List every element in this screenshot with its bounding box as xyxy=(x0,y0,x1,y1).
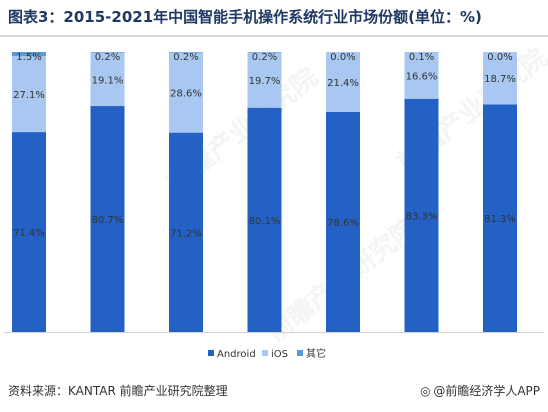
data-label-other: 0.2% xyxy=(252,52,277,63)
data-label-android: 80.1% xyxy=(249,216,281,227)
legend-swatch-android xyxy=(208,350,214,356)
data-label-ios: 28.6% xyxy=(170,89,202,100)
data-label-other: 1.5% xyxy=(16,52,41,63)
data-label-android: 71.2% xyxy=(170,228,202,239)
legend-swatch-other xyxy=(297,350,303,356)
bar-ios xyxy=(483,52,517,105)
bar-ios xyxy=(247,52,282,108)
data-label-other: 0.1% xyxy=(409,52,434,63)
bar-ios xyxy=(90,52,125,107)
stacked-bar-chart: 71.4% 27.1% 1.5% 80.7% 19.1% 0.2% 71.2% 28.6% 0.… xyxy=(4,52,544,360)
chart-title: 图表3：2015-2021年中国智能手机操作系统行业市场份额(单位：%) xyxy=(8,8,482,26)
title-divider xyxy=(0,35,548,37)
source-note: 资料来源：KANTAR 前瞻产业研究院整理 xyxy=(8,384,228,398)
legend-label-other: 其它 xyxy=(306,347,326,360)
brand-icon: ◎ xyxy=(420,384,431,398)
bar-android xyxy=(326,111,360,332)
legend-label-ios: iOS xyxy=(271,349,288,360)
data-label-other: 0.2% xyxy=(173,52,198,63)
data-label-android: 83.3% xyxy=(406,211,438,222)
bar-android xyxy=(169,132,203,332)
data-label-other: 0.2% xyxy=(95,52,120,63)
legend-swatch-ios xyxy=(262,350,268,356)
data-label-ios: 18.7% xyxy=(484,74,516,85)
data-label-ios: 16.6% xyxy=(406,72,438,83)
bar-android xyxy=(483,104,517,332)
data-label-other: 0.0% xyxy=(330,52,355,63)
bar-android xyxy=(247,107,282,332)
bar-other xyxy=(90,52,125,53)
bar-ios xyxy=(326,52,360,112)
data-label-ios: 21.4% xyxy=(327,78,359,89)
data-label-android: 78.6% xyxy=(327,218,359,229)
data-label-other: 0.0% xyxy=(487,52,512,63)
bar-ios xyxy=(169,52,203,133)
bar-android xyxy=(90,106,125,332)
data-label-android: 71.4% xyxy=(13,228,45,239)
bar-other xyxy=(247,52,282,53)
bar-android xyxy=(12,132,46,332)
legend-label-android: Android xyxy=(217,349,256,360)
bar-other xyxy=(12,52,46,57)
bar-other xyxy=(169,52,203,53)
data-label-ios: 19.7% xyxy=(249,76,281,87)
brand-text: @前瞻经济学人APP xyxy=(433,384,540,398)
bar-ios xyxy=(12,56,46,133)
data-label-android: 81.3% xyxy=(484,214,516,225)
data-label-ios: 19.1% xyxy=(92,75,124,86)
data-label-ios: 27.1% xyxy=(13,90,45,101)
bar-ios xyxy=(404,52,439,99)
brand-footer: ◎ @前瞻经济学人APP xyxy=(419,382,540,399)
data-label-android: 80.7% xyxy=(92,215,124,226)
bar-android xyxy=(404,98,439,332)
